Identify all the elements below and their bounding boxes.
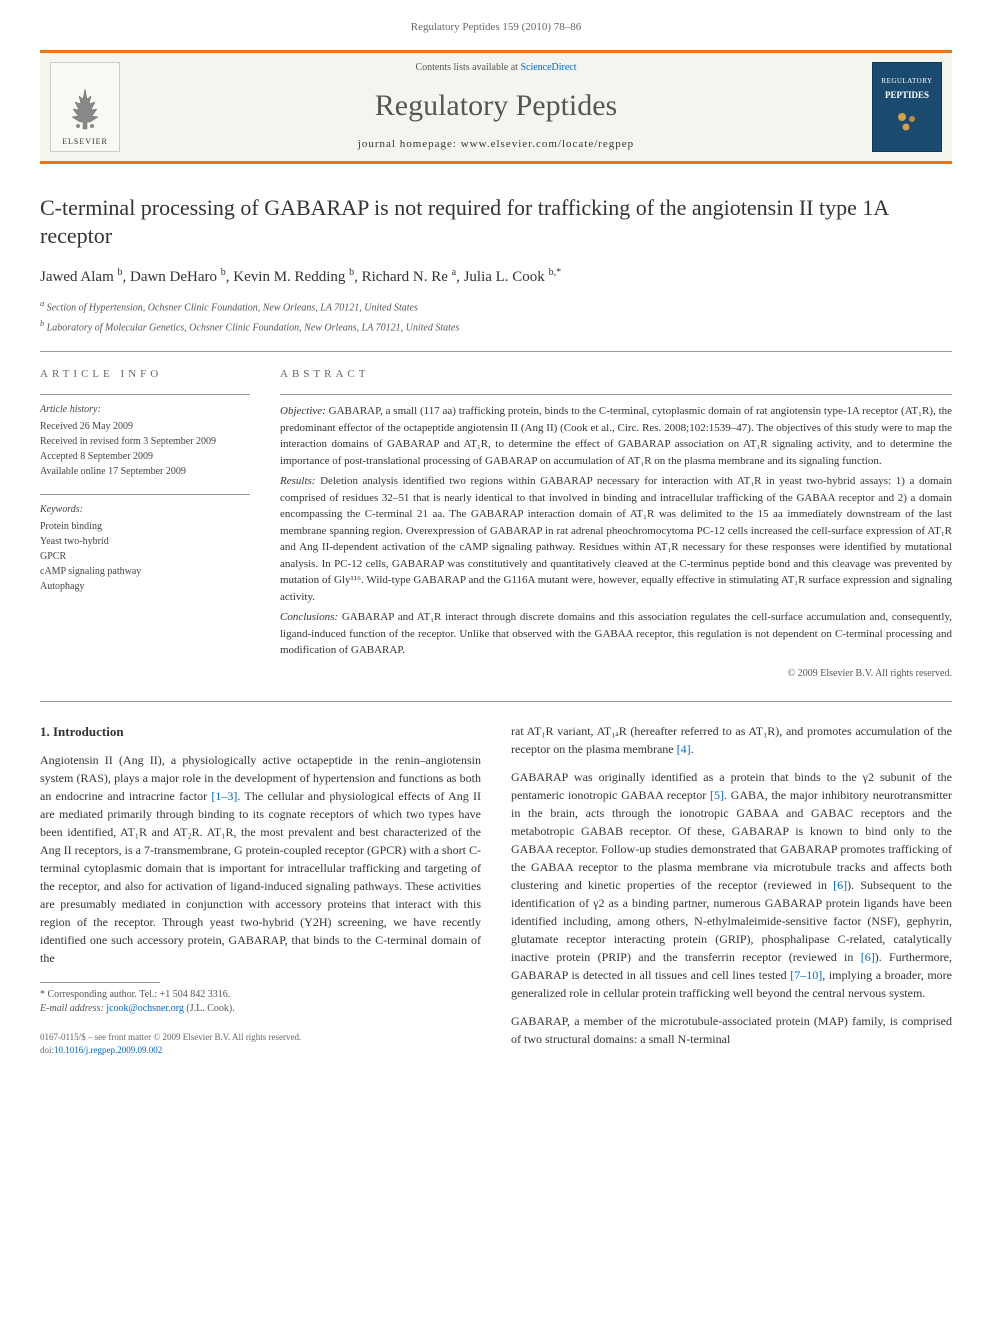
doi-link[interactable]: 10.1016/j.regpep.2009.09.002 bbox=[54, 1045, 162, 1055]
body-two-column: 1. Introduction Angiotensin II (Ang II),… bbox=[40, 722, 952, 1058]
ref-link[interactable]: [5] bbox=[710, 788, 724, 802]
article-info-column: ARTICLE INFO Article history: Received 2… bbox=[40, 367, 250, 681]
results-text: Deletion analysis identified two regions… bbox=[280, 475, 952, 603]
history-text: Received 26 May 2009Received in revised … bbox=[40, 419, 250, 479]
journal-banner: ELSEVIER Contents lists available at Sci… bbox=[40, 50, 952, 163]
body-column-left: 1. Introduction Angiotensin II (Ang II),… bbox=[40, 722, 481, 1058]
ref-link[interactable]: [6] bbox=[861, 950, 875, 964]
article-title: C-terminal processing of GABARAP is not … bbox=[40, 194, 952, 251]
cover-art-icon bbox=[892, 107, 922, 137]
keywords-heading: Keywords: bbox=[40, 503, 250, 517]
intro-para-1-cont: rat AT₁R variant, AT₁ₐR (hereafter refer… bbox=[511, 722, 952, 758]
abstract-divider bbox=[280, 394, 952, 395]
journal-cover-thumb: REGULATORY PEPTIDES bbox=[872, 62, 942, 152]
elsevier-label: ELSEVIER bbox=[62, 136, 108, 147]
email-name: (J.L. Cook). bbox=[184, 1003, 235, 1014]
objective-label: Objective: bbox=[280, 405, 326, 417]
ref-link[interactable]: [1–3] bbox=[211, 789, 237, 803]
elsevier-tree-icon bbox=[65, 84, 105, 134]
sciencedirect-link[interactable]: ScienceDirect bbox=[520, 62, 576, 73]
ref-link[interactable]: [4] bbox=[677, 742, 691, 756]
intro-heading: 1. Introduction bbox=[40, 722, 481, 742]
info-divider bbox=[40, 394, 250, 395]
divider-2 bbox=[40, 701, 952, 702]
info-divider-2 bbox=[40, 494, 250, 495]
footnote-divider bbox=[40, 982, 160, 983]
keywords-text: Protein bindingYeast two-hybridGPCRcAMP … bbox=[40, 519, 250, 594]
abstract-text: Objective: GABARAP, a small (117 aa) tra… bbox=[280, 403, 952, 659]
corresponding-author-note: * Corresponding author. Tel.: +1 504 842… bbox=[40, 988, 481, 1002]
abstract-column: ABSTRACT Objective: GABARAP, a small (11… bbox=[280, 367, 952, 681]
intro-para-2: GABARAP was originally identified as a p… bbox=[511, 768, 952, 1002]
affil-b-text: Laboratory of Molecular Genetics, Ochsne… bbox=[47, 323, 460, 334]
bottom-meta: 0167-0115/$ – see front matter © 2009 El… bbox=[40, 1031, 481, 1056]
running-header: Regulatory Peptides 159 (2010) 78–86 bbox=[40, 20, 952, 35]
homepage-prefix: journal homepage: bbox=[358, 138, 461, 150]
meta-section: ARTICLE INFO Article history: Received 2… bbox=[40, 367, 952, 681]
doi-label: doi: bbox=[40, 1045, 54, 1055]
email-note: E-mail address: jcook@ochsner.org (J.L. … bbox=[40, 1002, 481, 1016]
contents-prefix: Contents lists available at bbox=[415, 62, 520, 73]
homepage-line: journal homepage: www.elsevier.com/locat… bbox=[120, 137, 872, 152]
divider bbox=[40, 351, 952, 352]
copyright-line: © 2009 Elsevier B.V. All rights reserved… bbox=[280, 667, 952, 681]
article-info-label: ARTICLE INFO bbox=[40, 367, 250, 382]
intro-para-3: GABARAP, a member of the microtubule-ass… bbox=[511, 1012, 952, 1048]
article-history-block: Article history: Received 26 May 2009Rec… bbox=[40, 403, 250, 479]
issn-line: 0167-0115/$ – see front matter © 2009 El… bbox=[40, 1031, 481, 1044]
history-heading: Article history: bbox=[40, 403, 250, 417]
affiliation-a: a Section of Hypertension, Ochsner Clini… bbox=[40, 298, 952, 315]
affil-a-text: Section of Hypertension, Ochsner Clinic … bbox=[47, 302, 418, 313]
authors-line: Jawed Alam b, Dawn DeHaro b, Kevin M. Re… bbox=[40, 266, 952, 288]
banner-center: Contents lists available at ScienceDirec… bbox=[120, 61, 872, 152]
body-column-right: rat AT₁R variant, AT₁ₐR (hereafter refer… bbox=[511, 722, 952, 1058]
affiliation-b: b Laboratory of Molecular Genetics, Ochs… bbox=[40, 318, 952, 335]
email-link[interactable]: jcook@ochsner.org bbox=[106, 1003, 184, 1014]
conclusions-label: Conclusions: bbox=[280, 611, 338, 623]
contents-line: Contents lists available at ScienceDirec… bbox=[120, 61, 872, 75]
elsevier-logo-box: ELSEVIER bbox=[50, 62, 120, 152]
ref-link[interactable]: [6] bbox=[833, 878, 847, 892]
results-label: Results: bbox=[280, 475, 315, 487]
ref-link[interactable]: [7–10] bbox=[790, 968, 822, 982]
intro-para-1: Angiotensin II (Ang II), a physiological… bbox=[40, 751, 481, 967]
journal-name: Regulatory Peptides bbox=[120, 85, 872, 127]
objective-text: GABARAP, a small (117 aa) trafficking pr… bbox=[280, 405, 952, 467]
email-label: E-mail address: bbox=[40, 1003, 106, 1014]
abstract-label: ABSTRACT bbox=[280, 367, 952, 382]
homepage-url: www.elsevier.com/locate/regpep bbox=[461, 138, 634, 150]
cover-title: PEPTIDES bbox=[885, 89, 929, 102]
keywords-block: Keywords: Protein bindingYeast two-hybri… bbox=[40, 503, 250, 594]
cover-tag: REGULATORY bbox=[881, 77, 932, 87]
conclusions-text: GABARAP and AT₁R interact through discre… bbox=[280, 611, 952, 656]
